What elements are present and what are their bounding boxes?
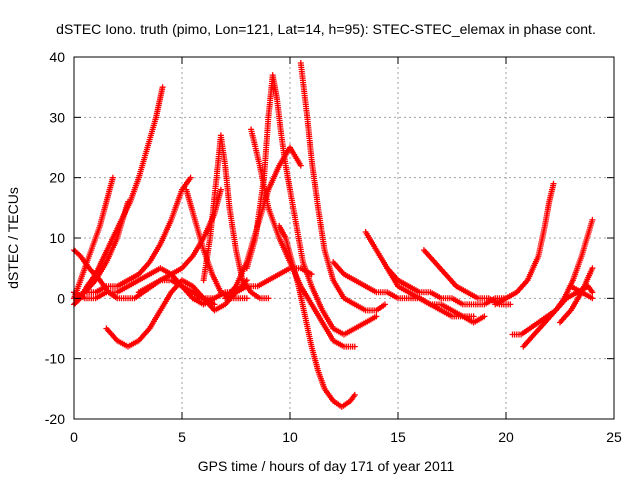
series-arc-13	[243, 72, 380, 338]
x-tick-label: 0	[70, 429, 78, 445]
data-layer	[71, 60, 596, 410]
y-tick-label: 10	[49, 230, 65, 246]
series-markers	[243, 72, 380, 338]
series-markers	[492, 180, 557, 308]
series-arc-24	[557, 265, 596, 326]
series-markers	[297, 60, 388, 314]
series-arc-8	[183, 186, 250, 302]
series-markers	[276, 222, 358, 410]
y-tick-label: 40	[49, 49, 65, 65]
y-tick-label: -20	[45, 411, 65, 427]
series-markers	[362, 229, 488, 326]
series-arc-18	[362, 229, 488, 326]
series-arc-22	[509, 216, 596, 338]
x-tick-label: 5	[178, 429, 186, 445]
y-tick-label: 30	[49, 109, 65, 125]
tick-layer: 0 5 10 15 20 25 -20 -10 0 10 20 30 40	[45, 49, 622, 445]
x-axis-label: GPS time / hours of day 171 of year 2011	[198, 458, 455, 474]
y-axis-label: dSTEC / TECUs	[5, 187, 21, 289]
series-markers	[509, 216, 596, 338]
y-tick-label: 20	[49, 170, 65, 186]
series-markers	[557, 265, 596, 326]
y-tick-label: -10	[45, 351, 65, 367]
series-arc-21	[492, 180, 557, 308]
series-arc-16	[297, 60, 388, 314]
series-markers	[567, 283, 596, 302]
x-tick-label: 20	[498, 429, 514, 445]
series-arc-20	[420, 247, 514, 308]
y-tick-label: 0	[57, 290, 65, 306]
x-tick-label: 25	[606, 429, 622, 445]
series-arc-25	[567, 283, 596, 302]
x-tick-label: 15	[390, 429, 406, 445]
series-markers	[183, 186, 250, 302]
chart-title: dSTEC Iono. truth (pimo, Lon=121, Lat=14…	[56, 21, 596, 37]
series-arc-15	[276, 222, 358, 410]
x-tick-label: 10	[282, 429, 298, 445]
series-markers	[420, 247, 514, 308]
